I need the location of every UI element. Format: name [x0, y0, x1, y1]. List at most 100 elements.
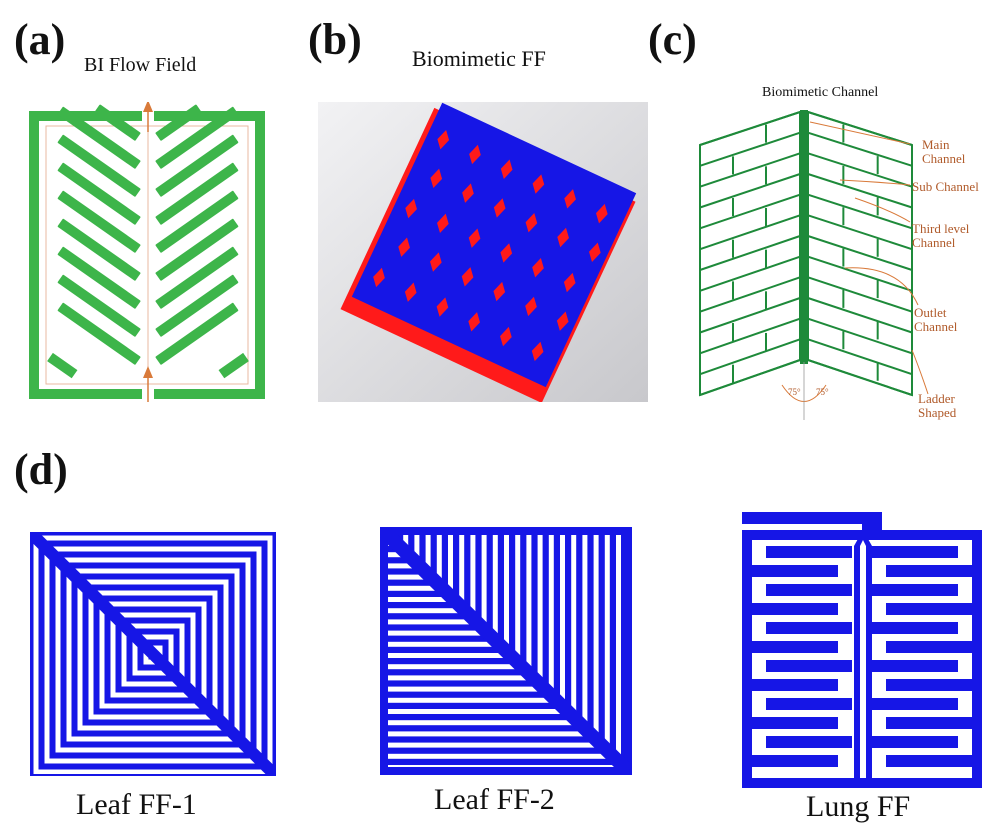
panel-label-c: (c): [648, 15, 697, 64]
third-level-channel-label: Third level Channel: [912, 221, 970, 251]
bi-channel-bar: [155, 246, 239, 309]
sub-channel-line: [699, 235, 801, 271]
annotation-leaders: [809, 121, 929, 395]
leaf2-channel: [388, 765, 624, 767]
sub-channel-line: [807, 152, 913, 188]
bi-channel-bar: [155, 274, 239, 337]
rib-diamond: [500, 243, 513, 263]
bi-channel-bar: [57, 302, 141, 365]
sub-channel-line: [807, 255, 913, 292]
leaf2-channel: [604, 535, 610, 767]
sub-channel-line: [807, 338, 913, 376]
sub-channel-line: [699, 255, 801, 292]
sub-channel-line: [807, 111, 913, 146]
caption-leaf-ff-2: Leaf FF-2: [434, 783, 555, 816]
bi-channel-bar: [57, 162, 141, 225]
biomimetic-channel-diagram: [690, 100, 920, 430]
leaf1-channel: [99, 601, 207, 709]
bi-channel-bar: [57, 274, 141, 337]
leaf2-main-channel: [380, 527, 632, 775]
rib-diamond: [525, 296, 537, 317]
lung-channel-wall: [872, 698, 958, 710]
sub-channel-line: [699, 193, 801, 230]
lung-channel-wall: [752, 679, 838, 691]
rib-diamond: [493, 281, 506, 302]
rib-diamond: [404, 282, 417, 302]
panel-label-b: (b): [308, 15, 362, 64]
lung-channel-wall: [886, 755, 972, 767]
lung-channel-wall: [872, 660, 958, 672]
rib-diamond: [468, 312, 481, 332]
sub-channel-line: [807, 276, 913, 313]
leaf2-channel: [388, 742, 624, 748]
lung-channel-wall: [752, 641, 838, 653]
sub-channel-line: [807, 173, 913, 209]
rib-diamond: [531, 341, 544, 362]
leaf2-channel: [526, 535, 532, 767]
bi-channel-bar: [57, 246, 141, 309]
sub-channel-line: [807, 235, 913, 271]
sub-channel-line: [699, 297, 801, 334]
panel-label-a: (a): [14, 15, 66, 64]
leaf1-channel: [66, 568, 240, 742]
sub-channel-line: [807, 131, 913, 167]
leaf2-channel: [582, 535, 588, 767]
rib-diamond: [430, 168, 443, 189]
leaf2-channel: [548, 535, 554, 767]
lung-channel-wall: [886, 565, 972, 577]
bi-channel-bar: [155, 162, 239, 225]
bi-channel-bar: [57, 218, 141, 281]
leaf1-channel: [88, 590, 218, 720]
rib-diamond: [405, 198, 417, 219]
bi-flow-field-diagram: [28, 102, 268, 402]
lung-channel-wall: [872, 546, 958, 558]
rib-diamond: [525, 213, 538, 233]
leaf2-channel: [515, 535, 521, 767]
leaf2-channel: [388, 709, 624, 714]
rib-diamond: [469, 144, 481, 165]
bi-channel-bar: [155, 302, 239, 365]
leaf2-channel: [388, 720, 624, 726]
rib-diamond: [500, 326, 512, 347]
lung-channel-wall: [886, 717, 972, 729]
lung-channel-wall: [766, 698, 852, 710]
sub-channel-line: [699, 173, 801, 209]
leaf2-channel: [388, 675, 624, 681]
bi-channel-bar: [218, 352, 249, 379]
rib-diamond: [430, 252, 442, 272]
leaf2-channel: [560, 535, 565, 767]
leaf2-channel: [537, 535, 543, 767]
leaf2-channel: [388, 697, 624, 703]
rib-diamond: [437, 213, 449, 234]
leaf2-channel: [388, 753, 624, 759]
caption-leaf-ff-1: Leaf FF-1: [76, 788, 197, 821]
bi-channel-bar: [57, 134, 141, 197]
bi-channel-bar: [57, 190, 141, 253]
biomimetic-ff-render: [318, 102, 648, 402]
main-channel-label: Main Channel: [922, 137, 966, 167]
lung-channel-wall: [886, 641, 972, 653]
panel-label-d: (d): [14, 445, 68, 494]
lung-ff-diagram: [742, 512, 982, 788]
sub-channel-line: [699, 214, 801, 251]
leaf-ff-1-diagram: [30, 532, 276, 776]
leaf2-channel: [388, 686, 624, 692]
lung-channel-wall: [766, 736, 852, 748]
outlet-channel-label: Outlet Channel: [914, 305, 958, 335]
bi-channel-bar: [155, 104, 202, 141]
leaf1-channel: [77, 579, 229, 731]
rib-diamond: [462, 183, 474, 203]
lung-channel-wall: [872, 584, 958, 596]
panel-title-a: BI Flow Field: [84, 54, 197, 76]
lung-channel-wall: [752, 717, 838, 729]
rib-diamond: [493, 198, 506, 218]
sub-channel-line: [699, 359, 801, 396]
ladder-shaped-label: Ladder Shaped: [918, 391, 957, 421]
rib-diamond: [436, 297, 449, 317]
bi-channel-bar: [155, 218, 239, 281]
sub-channel-line: [807, 193, 913, 230]
leaf1-main-channel: [30, 532, 276, 776]
sub-channel-line: [807, 214, 913, 251]
leaf1-channel: [132, 634, 174, 676]
sub-channel-line: [807, 317, 913, 355]
